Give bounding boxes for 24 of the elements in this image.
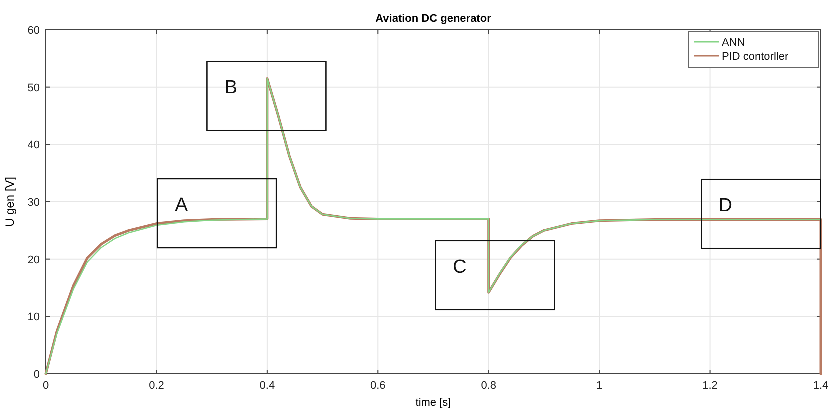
x-tick-label: 0.6: [370, 380, 386, 392]
y-tick-label: 10: [28, 312, 40, 324]
legend-label: ANN: [722, 37, 746, 49]
annotation: C: [452, 256, 467, 278]
x-axis-title: time [s]: [416, 397, 452, 409]
annotation: B: [224, 78, 238, 99]
y-tick-label: 30: [28, 197, 40, 209]
x-tick-label: 0.4: [260, 380, 276, 392]
y-tick-label: 60: [28, 25, 40, 37]
y-tick-label: 0: [34, 369, 40, 381]
legend-label: PID contorller: [722, 51, 789, 63]
x-tick-label: 1.4: [813, 380, 829, 392]
y-axis-title: U gen [V]: [3, 176, 17, 228]
x-tick-label: 1: [596, 380, 603, 392]
x-tick-label: 0: [42, 380, 50, 392]
x-tick-label: 1.2: [702, 380, 718, 392]
x-tick-label: 0.2: [149, 380, 164, 392]
chart-title: Aviation DC generator: [376, 13, 492, 25]
y-tick-label: 50: [28, 82, 40, 94]
annotation: D: [718, 196, 733, 217]
y-tick-label: 20: [28, 254, 40, 266]
annotation: A: [175, 194, 188, 216]
y-tick-label: 40: [28, 140, 40, 152]
x-tick-label: 0.8: [481, 380, 497, 392]
